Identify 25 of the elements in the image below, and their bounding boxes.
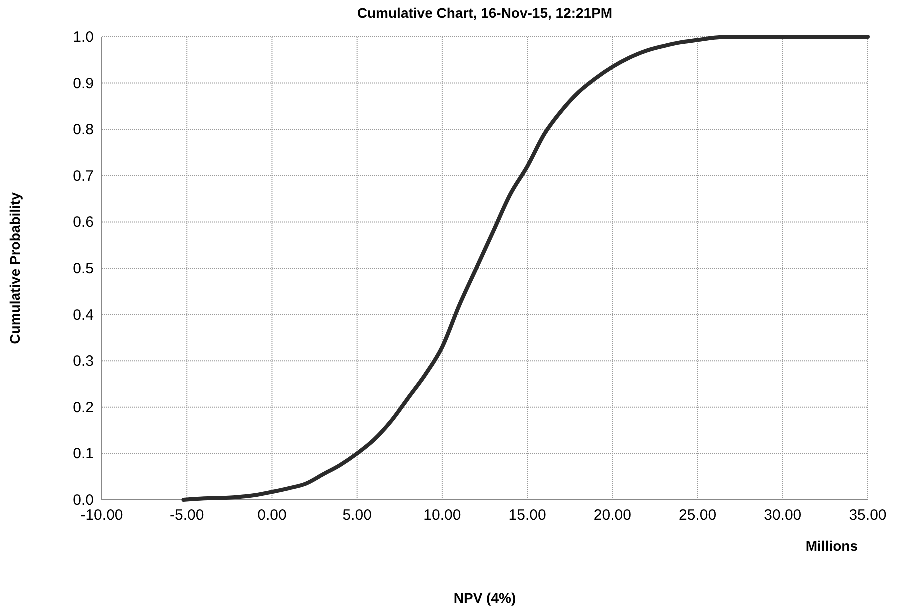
y-tick-label: 1.0 bbox=[73, 29, 94, 46]
chart-title: Cumulative Chart, 16-Nov-15, 12:21PM bbox=[357, 5, 613, 21]
text: Millions bbox=[806, 538, 858, 554]
x-tick-label: 15.00 bbox=[508, 507, 546, 524]
y-tick-label: 0.8 bbox=[73, 122, 94, 139]
x-tick-label: -5.00 bbox=[170, 507, 204, 524]
x-tick-label: 30.00 bbox=[764, 507, 802, 524]
y-tick-label: 0.7 bbox=[73, 168, 94, 185]
y-tick-label: 0.0 bbox=[73, 492, 94, 509]
x-tick-label: 5.00 bbox=[342, 507, 372, 524]
y-tick-label: 0.4 bbox=[73, 306, 94, 324]
y-tick-label: 0.1 bbox=[73, 446, 94, 463]
y-tick-label: 0.3 bbox=[73, 353, 94, 370]
x-tick-label: 20.00 bbox=[594, 507, 632, 524]
y-axis-title: Cumulative Probability bbox=[7, 192, 23, 344]
y-tick-label: 0.6 bbox=[73, 214, 94, 232]
x-tick-label: 25.00 bbox=[679, 507, 717, 524]
x-tick-label: 10.00 bbox=[424, 507, 462, 524]
x-tick-label: -10.00 bbox=[80, 507, 124, 524]
y-tick-label: 0.5 bbox=[73, 260, 94, 278]
y-tick-label: 0.2 bbox=[73, 399, 94, 416]
x-tick-label: 35.00 bbox=[849, 507, 887, 524]
x-axis-title: NPV (4%) bbox=[454, 590, 516, 606]
y-tick-label: 0.9 bbox=[73, 75, 94, 92]
x-tick-label: 0.00 bbox=[258, 507, 287, 524]
